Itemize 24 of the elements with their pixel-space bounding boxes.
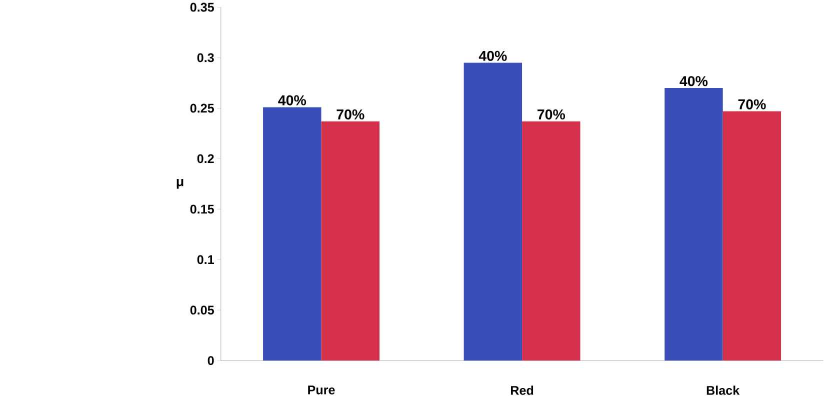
- bar: [464, 62, 522, 361]
- x-tick-label: Pure: [308, 386, 335, 394]
- y-tick-label: 0.3: [197, 53, 214, 62]
- bar: [321, 121, 380, 361]
- bar: [263, 107, 322, 361]
- series-label: 40%: [278, 95, 306, 106]
- y-tick-label: 0.25: [190, 104, 214, 113]
- text: 70%: [738, 99, 766, 110]
- y-tick-label: 0.15: [190, 204, 214, 214]
- bar: [722, 111, 782, 361]
- bar: [664, 88, 723, 361]
- y-tick-label: 0.1: [197, 255, 214, 264]
- series-label: 70%: [336, 109, 364, 120]
- text: 40%: [680, 76, 708, 86]
- y-tick-label: 0.2: [197, 154, 214, 164]
- y-tick-label: 0: [208, 356, 214, 365]
- text: 40%: [478, 50, 507, 61]
- x-tick-label: Red: [511, 386, 534, 395]
- bar: [522, 121, 580, 361]
- y-tick-label: 0.35: [190, 2, 214, 12]
- x-tick-label: Black: [706, 386, 740, 395]
- y-tick-label: 0.05: [190, 306, 214, 314]
- text: 70%: [538, 109, 566, 120]
- y-axis-title: μ: [176, 178, 184, 189]
